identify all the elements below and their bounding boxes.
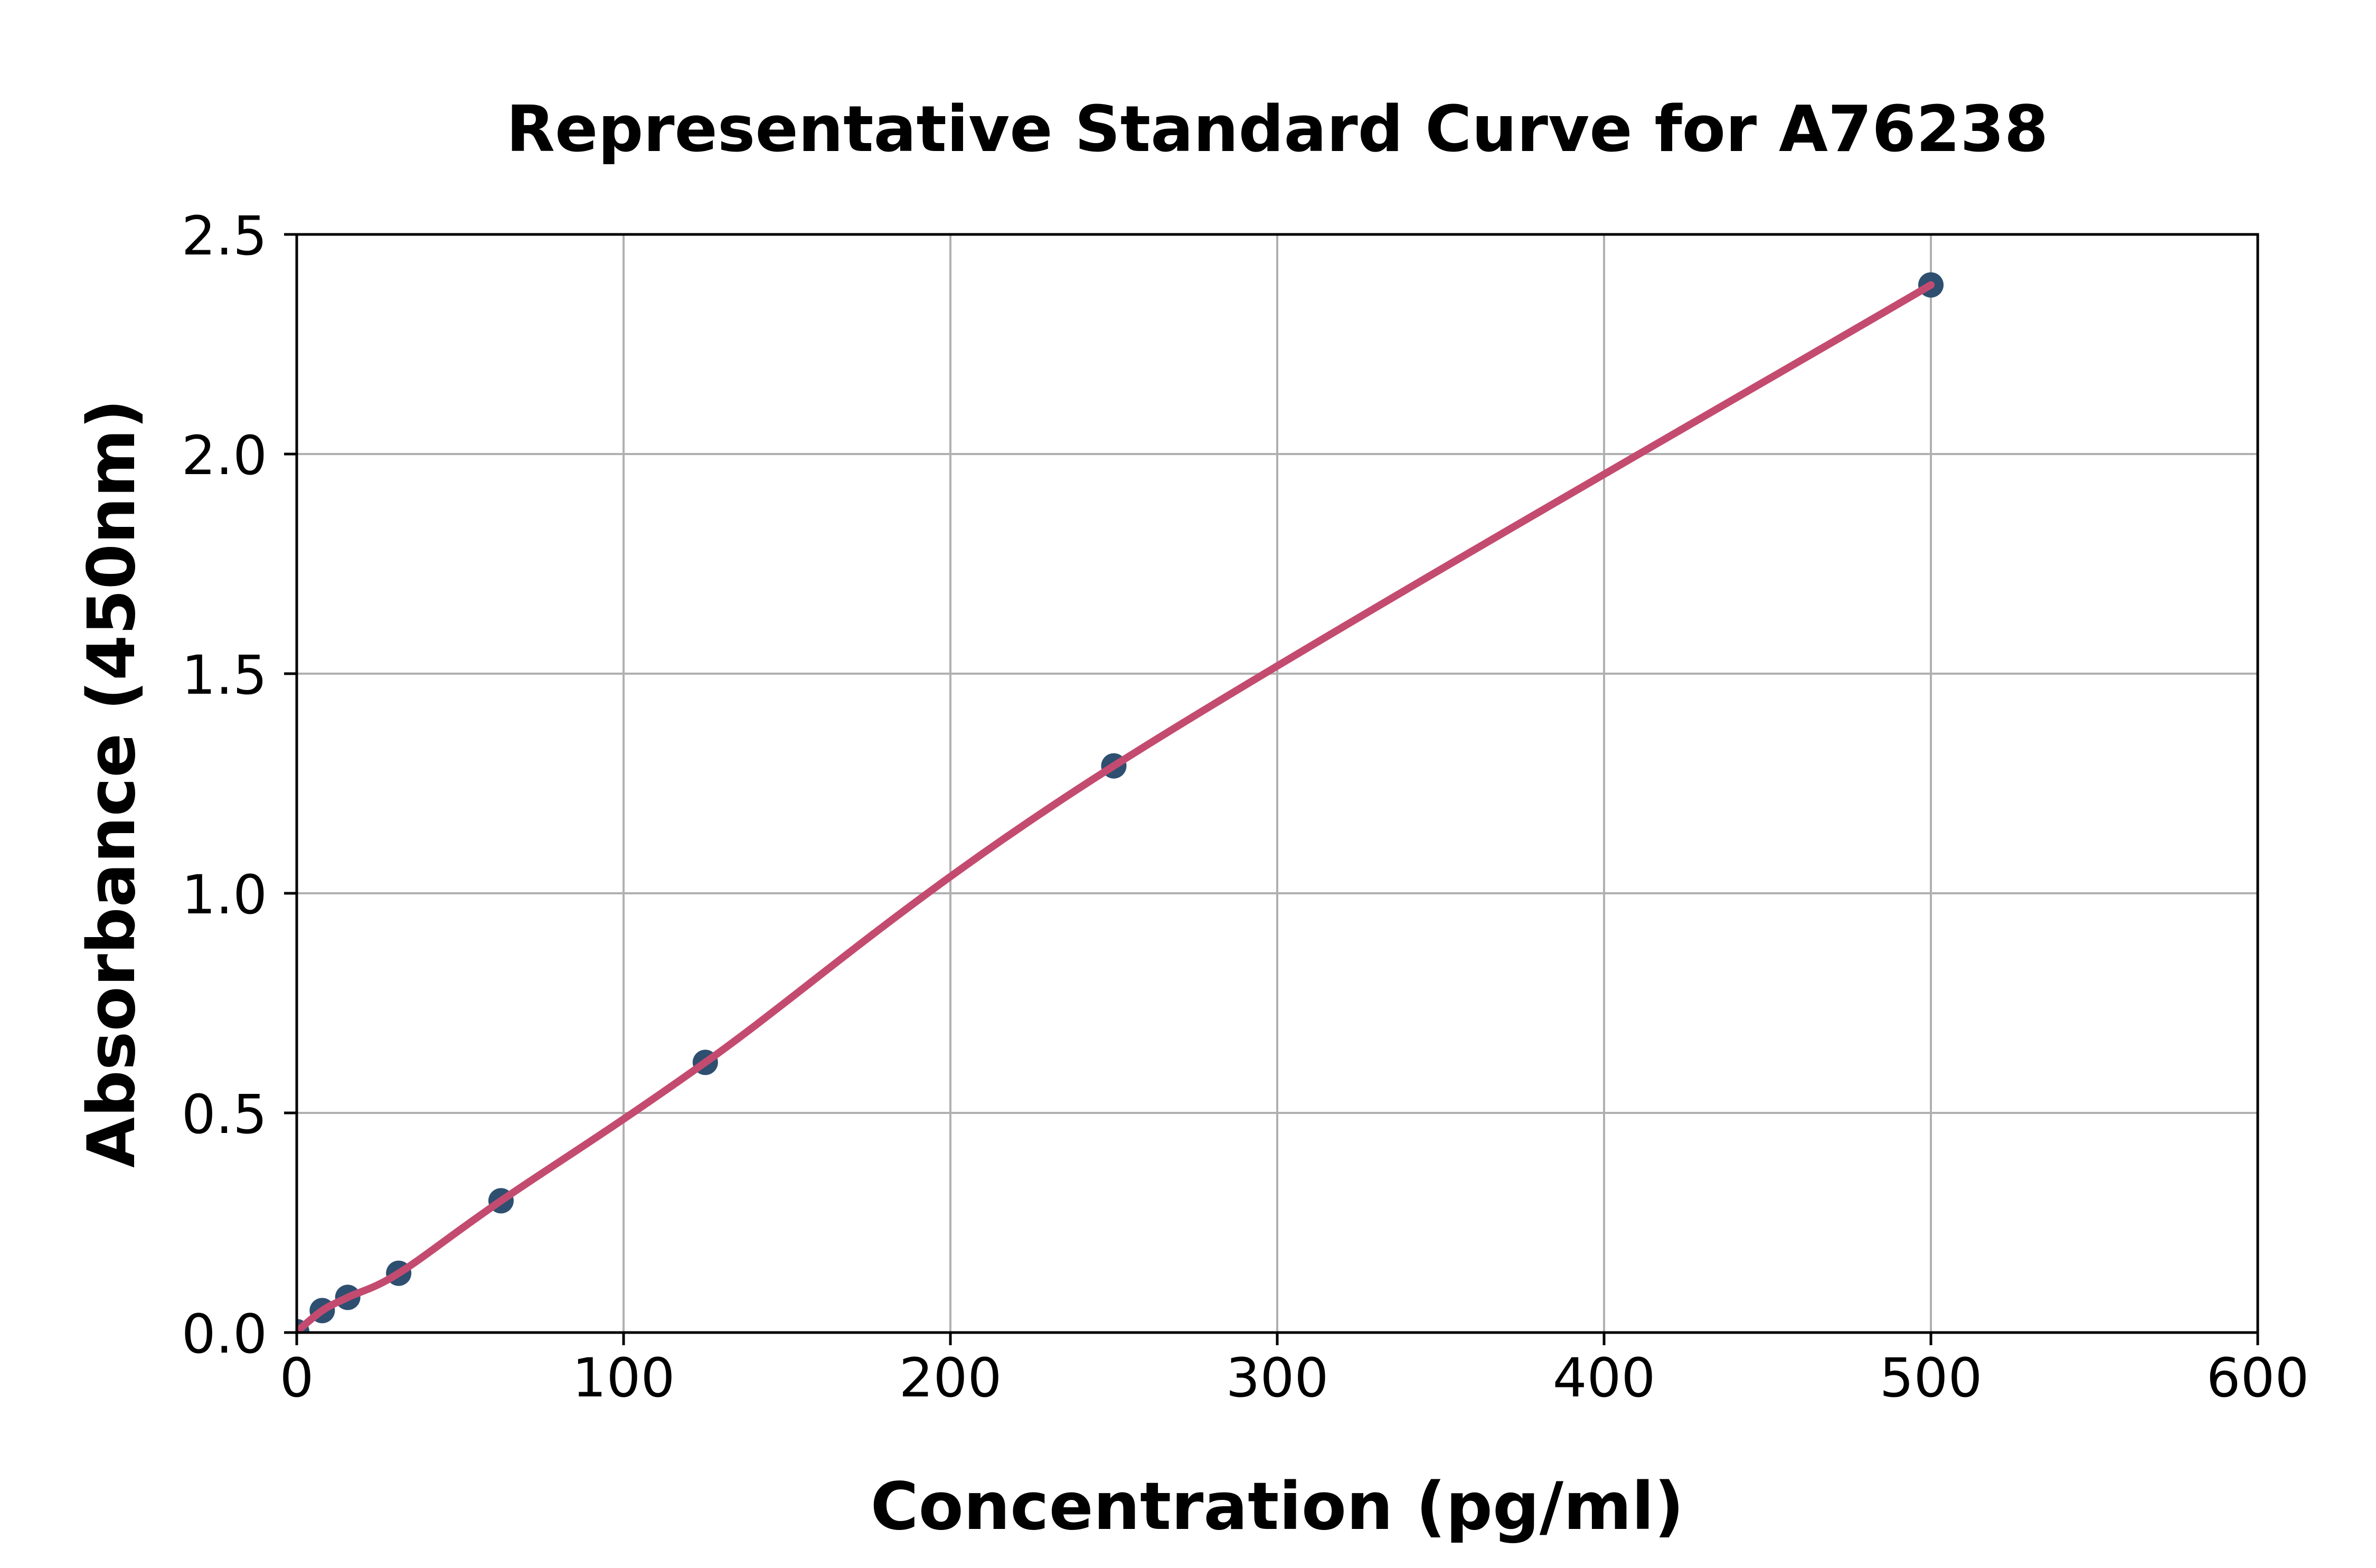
chart-title: Representative Standard Curve for A76238 [506, 93, 2049, 166]
y-tick-label: 2.5 [182, 205, 267, 268]
y-tick-label: 2.0 [182, 424, 267, 487]
x-tick-label: 200 [899, 1347, 1002, 1410]
plot-frame [295, 233, 2259, 1334]
x-tick-label: 300 [1226, 1347, 1329, 1410]
y-tick-label: 0.5 [182, 1083, 267, 1146]
x-tick-label: 100 [572, 1347, 675, 1410]
x-tick-label: 0 [280, 1347, 314, 1410]
x-axis-label: Concentration (pg/ml) [870, 1469, 1684, 1545]
fit-curve-line [297, 281, 1935, 1333]
y-tick-label: 1.0 [182, 864, 267, 927]
x-tick-label: 500 [1880, 1347, 1983, 1410]
y-tick-label: 1.5 [182, 644, 267, 707]
data-layer [297, 272, 1944, 1333]
x-tick-label: 600 [2207, 1347, 2309, 1410]
y-tick-label: 0.0 [182, 1303, 267, 1366]
x-tick-label: 400 [1553, 1347, 1656, 1410]
